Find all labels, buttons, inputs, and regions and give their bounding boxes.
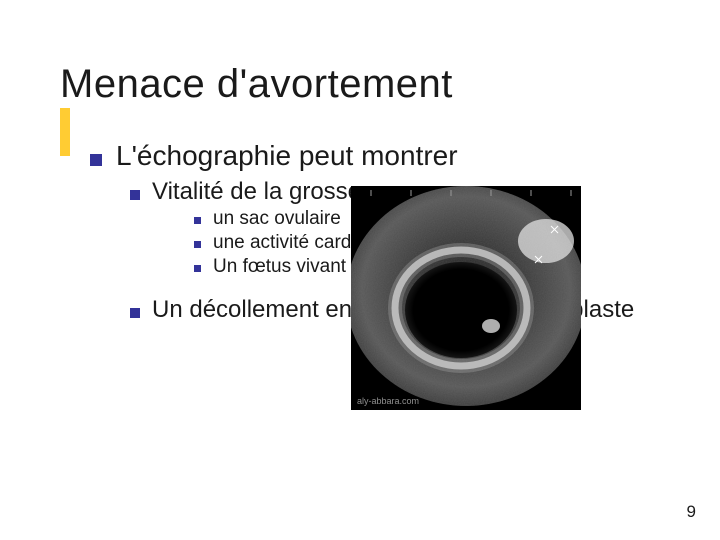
square-bullet-icon — [194, 265, 201, 272]
lvl1-text: L'échographie peut montrer — [116, 140, 458, 172]
ultrasound-image: aly-abbara.com — [351, 186, 581, 410]
square-bullet-icon — [130, 308, 140, 318]
square-bullet-icon — [130, 190, 140, 200]
accent-bar — [60, 108, 70, 156]
page-number: 9 — [687, 502, 696, 522]
ultrasound-svg: aly-abbara.com — [351, 186, 581, 410]
square-bullet-icon — [194, 241, 201, 248]
slide-title: Menace d'avortement — [60, 62, 453, 107]
lvl3-text: un sac ovulaire — [213, 208, 341, 230]
slide: Menace d'avortement L'échographie peut m… — [0, 0, 720, 540]
square-bullet-icon — [194, 217, 201, 224]
lvl3-text: Un fœtus vivant — [213, 256, 346, 278]
title-block: Menace d'avortement — [60, 62, 453, 107]
svg-text:aly-abbara.com: aly-abbara.com — [357, 396, 419, 406]
bullet-lvl1: L'échographie peut montrer — [90, 140, 650, 172]
square-bullet-icon — [90, 154, 102, 166]
